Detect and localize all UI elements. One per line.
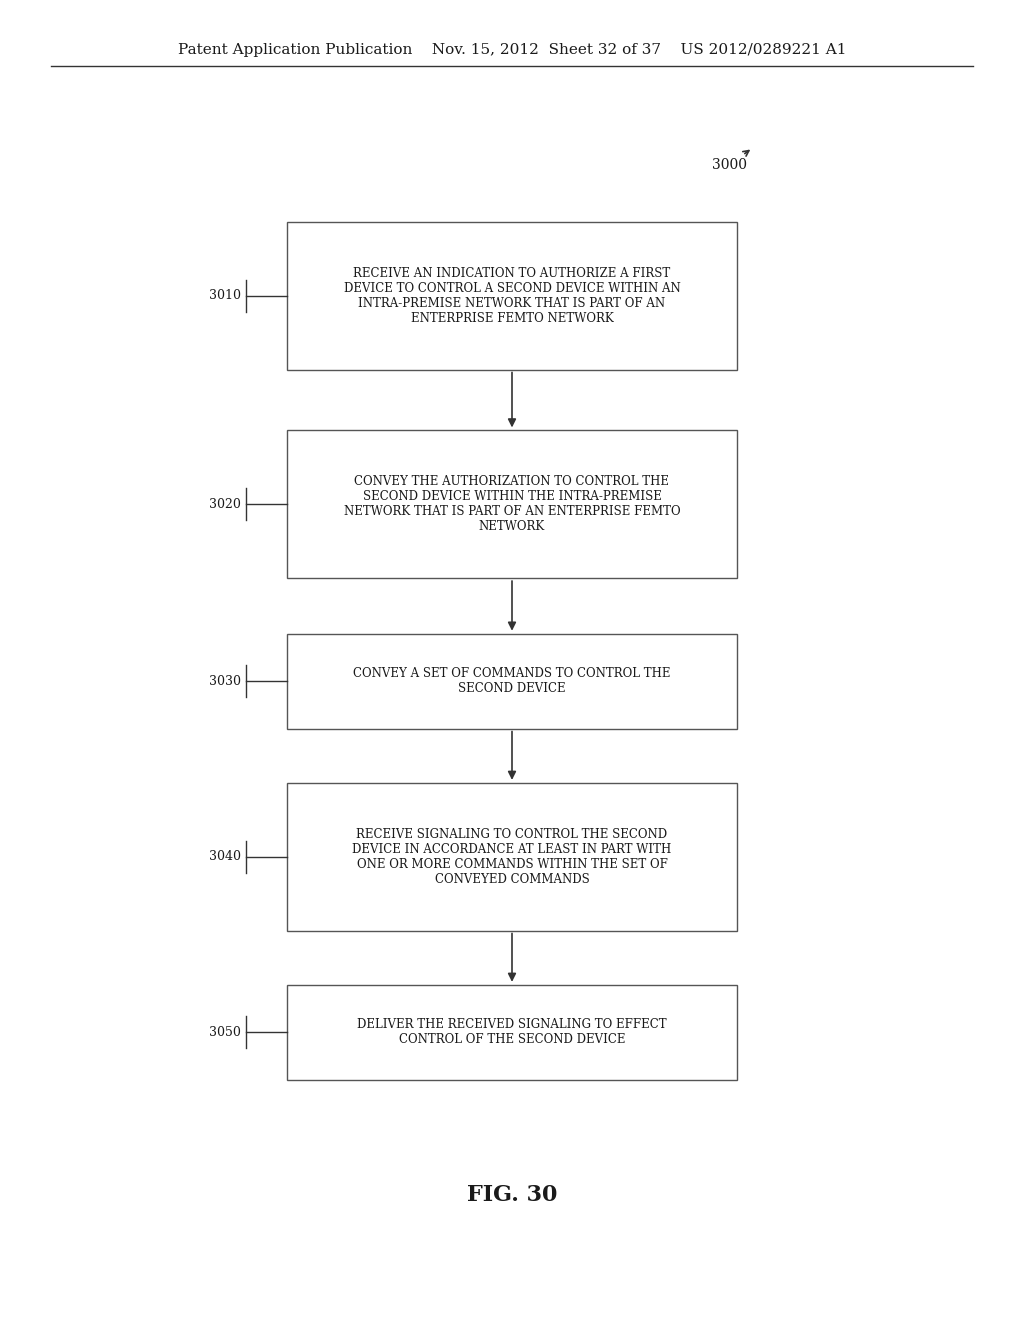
Text: 3040: 3040 [209, 850, 241, 863]
Text: 3030: 3030 [209, 675, 241, 688]
Text: 3010: 3010 [209, 289, 241, 302]
Text: 3020: 3020 [209, 498, 241, 511]
Text: DELIVER THE RECEIVED SIGNALING TO EFFECT
CONTROL OF THE SECOND DEVICE: DELIVER THE RECEIVED SIGNALING TO EFFECT… [357, 1018, 667, 1047]
Text: RECEIVE AN INDICATION TO AUTHORIZE A FIRST
DEVICE TO CONTROL A SECOND DEVICE WIT: RECEIVE AN INDICATION TO AUTHORIZE A FIR… [344, 267, 680, 325]
Text: 3000: 3000 [712, 150, 749, 172]
FancyBboxPatch shape [287, 634, 737, 729]
Text: Patent Application Publication    Nov. 15, 2012  Sheet 32 of 37    US 2012/02892: Patent Application Publication Nov. 15, … [178, 44, 846, 57]
Text: CONVEY THE AUTHORIZATION TO CONTROL THE
SECOND DEVICE WITHIN THE INTRA-PREMISE
N: CONVEY THE AUTHORIZATION TO CONTROL THE … [344, 475, 680, 533]
Text: FIG. 30: FIG. 30 [467, 1184, 557, 1205]
Text: RECEIVE SIGNALING TO CONTROL THE SECOND
DEVICE IN ACCORDANCE AT LEAST IN PART WI: RECEIVE SIGNALING TO CONTROL THE SECOND … [352, 828, 672, 886]
FancyBboxPatch shape [287, 783, 737, 931]
Text: CONVEY A SET OF COMMANDS TO CONTROL THE
SECOND DEVICE: CONVEY A SET OF COMMANDS TO CONTROL THE … [353, 667, 671, 696]
FancyBboxPatch shape [287, 222, 737, 370]
FancyBboxPatch shape [287, 430, 737, 578]
FancyBboxPatch shape [287, 985, 737, 1080]
Text: 3050: 3050 [209, 1026, 241, 1039]
